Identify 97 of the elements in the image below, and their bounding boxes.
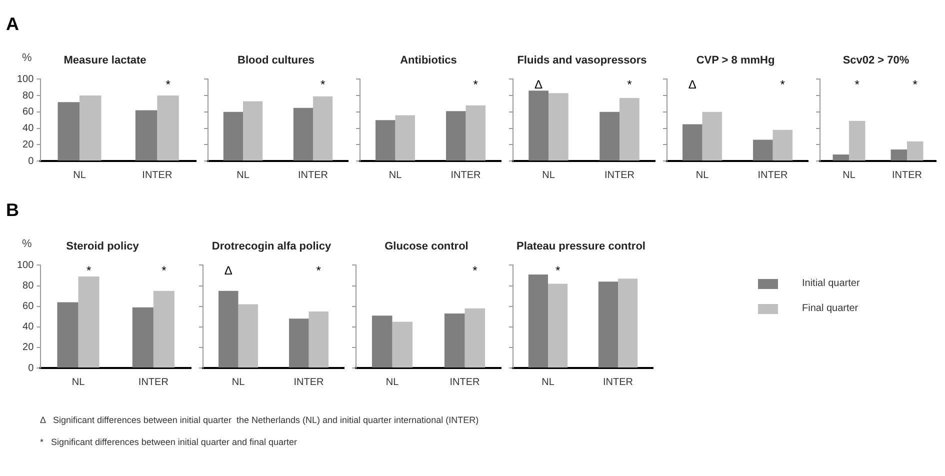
text: A: [6, 14, 19, 35]
y-axis-title: %: [22, 52, 32, 64]
y-tick-label: 60: [22, 301, 34, 312]
x-tick-label: INTER: [604, 170, 634, 181]
x-tick-label: NL: [696, 170, 710, 181]
text: B: [6, 200, 19, 221]
bar: [772, 130, 792, 160]
bar: [132, 307, 154, 368]
y-axis-title: %: [22, 238, 32, 250]
bar: [243, 101, 263, 160]
chart-title: Steroid policy: [66, 240, 140, 253]
annotation: *: [627, 78, 632, 92]
x-tick-label: NL: [72, 376, 86, 388]
annotation: *: [162, 264, 167, 278]
bar: [313, 96, 333, 160]
x-tick-label: INTER: [138, 376, 168, 388]
bar: [58, 102, 80, 160]
annotation: Δ: [534, 78, 543, 92]
chart-title: Blood cultures: [237, 54, 315, 67]
y-tick-label: 100: [16, 260, 34, 271]
legend-label: Initial quarter: [802, 278, 860, 289]
x-tick-label: NL: [236, 170, 250, 181]
annotation: *: [472, 264, 478, 278]
bar: [308, 311, 328, 368]
bar: [223, 112, 243, 160]
bar: [392, 322, 413, 368]
bar: [57, 302, 78, 368]
annotation: Δ: [224, 264, 232, 278]
y-tick-label: 0: [28, 156, 34, 167]
bar: [372, 316, 392, 368]
x-tick-label: INTER: [758, 170, 788, 181]
y-tick-label: 40: [22, 322, 34, 333]
bar: [78, 276, 100, 368]
bar: [218, 290, 238, 368]
bar: [157, 96, 179, 160]
chart-title: Antibiotics: [400, 54, 457, 67]
x-tick-label: INTER: [892, 170, 922, 181]
chart-title: Drotrecogin alfa policy: [212, 240, 332, 253]
chart-title: CVP > 8 mmHg: [696, 54, 775, 67]
chart-title: Measure lactate: [64, 54, 146, 67]
y-tick-label: 20: [22, 139, 34, 150]
y-tick-label: 40: [22, 123, 34, 134]
x-tick-label: INTER: [142, 170, 172, 181]
bar: [907, 141, 924, 160]
chart-title: Fluids and vasopressors: [517, 54, 647, 67]
bar: [702, 112, 722, 160]
x-tick-label: INTER: [450, 376, 480, 388]
chart-title: Glucose control: [384, 240, 468, 253]
bar: [600, 112, 620, 160]
bar: [293, 108, 313, 160]
text: Δ Significant differences between initial quarter the Netherlands (NL) and initial quarter international (INTER): [40, 415, 479, 425]
x-tick-label: INTER: [298, 170, 328, 181]
bar: [289, 318, 309, 368]
bar: [153, 290, 174, 368]
y-tick-label: 60: [22, 106, 34, 118]
bar: [464, 308, 486, 368]
x-tick-label: NL: [73, 170, 86, 181]
bar: [548, 93, 568, 160]
bar: [682, 124, 702, 160]
bar: [444, 314, 465, 368]
bar: [849, 120, 866, 160]
annotation: *: [912, 78, 918, 92]
annotation: *: [780, 78, 786, 92]
annotation: *: [320, 78, 326, 92]
bar: [890, 150, 907, 160]
x-tick-label: NL: [542, 170, 556, 181]
y-tick-label: 80: [22, 280, 34, 292]
annotation: *: [854, 78, 860, 92]
bar: [80, 96, 102, 160]
bar: [753, 140, 773, 160]
y-tick-label: 20: [22, 342, 34, 354]
x-tick-label: INTER: [294, 376, 324, 388]
legend-label: Final quarter: [802, 303, 858, 314]
annotation: *: [473, 78, 478, 92]
annotation: *: [555, 264, 560, 278]
annotation: *: [316, 264, 322, 278]
x-tick-label: NL: [386, 376, 400, 388]
x-tick-label: NL: [232, 376, 246, 388]
y-tick-label: 80: [22, 90, 34, 102]
chart-title: Plateau pressure control: [516, 240, 646, 253]
annotation: *: [86, 264, 92, 278]
y-tick-label: 0: [28, 362, 34, 374]
x-tick-label: NL: [388, 170, 402, 181]
x-tick-label: NL: [542, 376, 555, 388]
bar: [135, 110, 158, 160]
chart-title: Scv02 > 70%: [842, 54, 910, 67]
x-tick-label: INTER: [603, 376, 633, 388]
bar: [528, 90, 548, 160]
x-tick-label: NL: [842, 170, 856, 181]
bar: [238, 304, 258, 368]
bar: [832, 154, 849, 160]
x-tick-label: INTER: [450, 170, 481, 181]
text: * Significant differences between initial quarter and final quarter: [40, 437, 297, 447]
bar: [620, 98, 640, 160]
annotation: Δ: [688, 78, 696, 92]
y-tick-label: 100: [16, 74, 34, 85]
annotation: *: [166, 78, 171, 92]
